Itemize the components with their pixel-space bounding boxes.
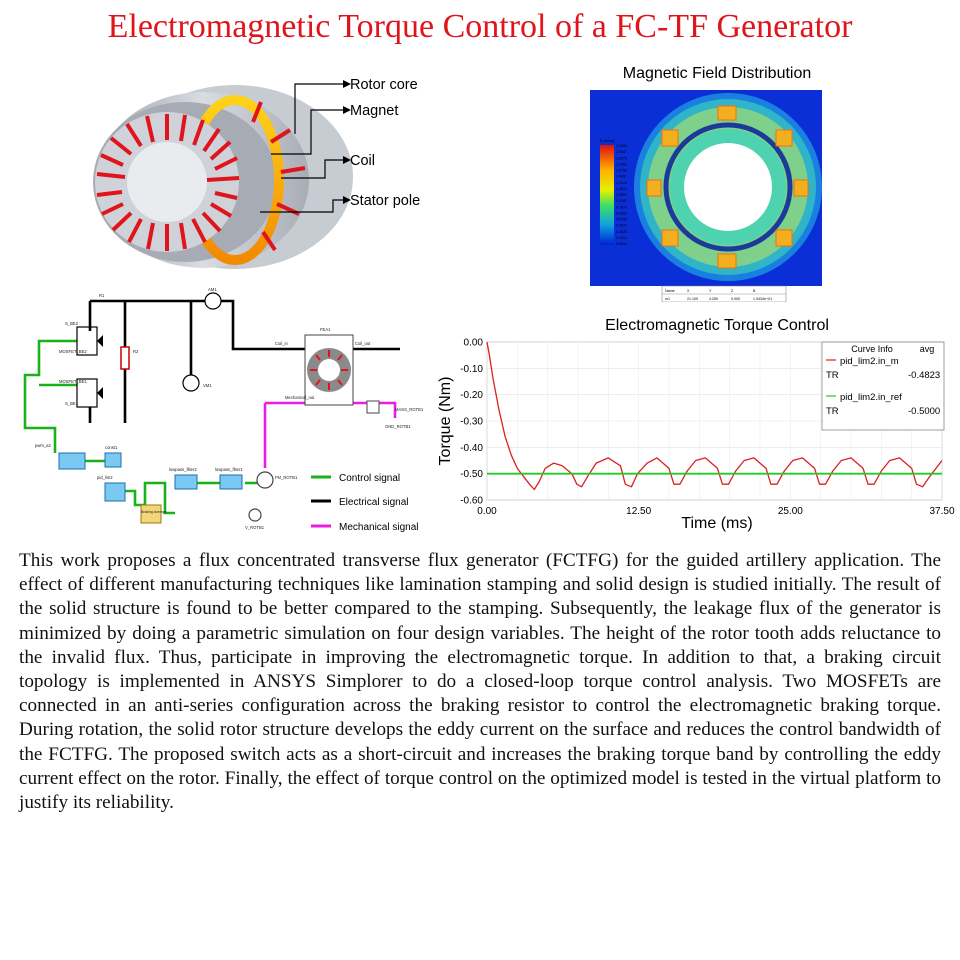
probe-cell-b: 1.9434e+01 [753,297,772,301]
colorbar-tick-label: 1.8375 [616,156,627,160]
y-axis-label: Torque (Nm) [437,377,454,466]
comp-r1: R1 [99,293,105,298]
legend-mechanical-signal: Mechanical signal [339,522,419,533]
legend-header-avg: avg [920,344,935,354]
colorbar-tick-label: 0.5250 [616,218,627,222]
probe-header-b: B [753,289,756,293]
comp-fea1: FEA1 [320,327,331,332]
field-figure-title: Magnetic Field Distribution [622,65,812,82]
comp-s-be2: S_BE2 [65,321,79,326]
colorbar-tick-label: 1.3125 [616,181,627,185]
comp-mechanical-out: Mechanical_out [285,395,315,400]
comp-mass-rotb1: MASS_ROTB1 [395,407,424,412]
legend-avg-reference: -0.5000 [908,406,940,417]
comp-coil-in: Coil_in [275,341,288,346]
probe-header-z: Z [731,289,734,293]
colorbar-tick-label: 1.9687 [616,150,627,154]
paper-title: Electromagnetic Torque Control of a FC-T… [107,8,853,45]
probe-cell-x: 21.109 [687,297,698,301]
chart-title: Electromagnetic Torque Control [605,317,829,334]
label-stator-pole: Stator pole [350,193,420,209]
comp-mosfet-be2: MOSFET_BE2 [59,349,87,354]
comp-s-be1: S_BE1 [65,401,79,406]
colorbar-tick-label: 1.4437 [616,175,627,179]
y-tick-label: -0.40 [460,443,483,454]
comp-braking-average: Braking Average [141,510,167,514]
colorbar-tick-label: 0.0000 [616,242,627,246]
y-tick-label: -0.20 [460,390,483,401]
colorbar-tick-label: 2.1000 [616,144,627,148]
field-map: B [tesla] 2.1000 1.9687 1.8375 1.7062 1.5750… [590,90,822,302]
x-tick-label: 37.50 [929,506,954,517]
label-coil: Coil [350,153,375,169]
comp-r2: R2 [133,349,139,354]
braking-circuit-schematic: R1 S_BE2 MOSFET_BE2 MOSFET_BE1 S_BE1 R2 … [23,287,424,533]
label-rotor-core: Rotor core [350,77,418,93]
comp-mosfet-be1: MOSFET_BE1 [59,379,87,384]
comp-pid-lim2: pid_lim2 [97,475,113,480]
field-colorbar [600,145,614,245]
comp-vm1: VM1 [203,383,212,388]
colorbar-tick-label: 0.3937 [616,224,627,228]
x-tick-label: 12.50 [626,506,651,517]
probe-header-y: Y [709,289,712,293]
x-axis-label: Time (ms) [681,515,752,532]
colorbar-tick-label: 0.7875 [616,205,627,209]
colorbar-tick-label: 0.9187 [616,199,627,203]
comp-am1: AM1 [208,287,217,292]
y-tick-label: -0.10 [460,364,483,375]
probe-cell-z: 0.000 [731,297,740,301]
y-tick-label: 0.00 [464,338,484,349]
colorbar-tick-label: 0.6562 [616,211,627,215]
colorbar-tick-label: 0.2625 [616,230,627,234]
comp-const1: const1 [105,445,118,450]
colorbar-tick-label: 1.7062 [616,162,627,166]
y-tick-label: -0.50 [460,469,483,480]
y-tick-label: -0.60 [460,496,483,507]
x-tick-label: 0.00 [477,506,497,517]
colorbar-title: B [tesla] [600,138,614,143]
probe-header-name: Name [665,289,675,293]
abstract-paragraph: This work proposes a flux concentrated t… [19,550,941,814]
label-magnet: Magnet [350,103,398,119]
colorbar-tick-label: 1.1812 [616,187,627,191]
x-tick-label: 25.00 [778,506,803,517]
legend-name-measured: pid_lim2.in_m [840,356,899,367]
legend-electrical-signal: Electrical signal [339,497,408,508]
series-line-measured [486,341,943,491]
torque-chart: Electromagnetic Torque Control 0.00 -0.10… [437,317,955,532]
legend-header-curve: Curve Info [851,344,893,354]
comp-pwm-a2: pwm_a2 [35,443,51,448]
comp-gnd-rotb1: GND_ROTB1 [385,424,411,429]
colorbar-tick-label: 0.1312 [616,236,627,240]
legend-name-reference: pid_lim2.in_ref [840,392,902,403]
probe-cell-y: 4.250 [709,297,718,301]
comp-lowpass-filter1: lowpass_filter1 [215,467,243,472]
legend-avg-measured: -0.4823 [908,370,940,381]
legend-tag-measured: TR [826,370,839,381]
comp-lowpass-filter2: lowpass_filter2 [169,467,197,472]
y-tick-label: -0.30 [460,417,483,428]
signal-legend: Control signal Electrical signal Mechani… [311,473,419,533]
comp-coil-out: Coil_out [355,341,371,346]
probe-header-x: X [687,289,690,293]
comp-fm-rotb1: FM_ROTB1 [275,475,298,480]
chart-legend: Curve Info avg pid_lim2.in_m TR -0.4823 … [821,341,945,431]
comp-v-rotb1: V_ROTB1 [245,525,265,530]
probe-cell-name: m1 [665,297,670,301]
colorbar-tick-label: 1.0500 [616,193,627,197]
legend-control-signal: Control signal [339,473,400,484]
legend-tag-reference: TR [826,406,839,417]
generator-illustration: Rotor core Magnet Coil Stator pole [93,77,420,269]
colorbar-tick-label: 1.5750 [616,169,627,173]
